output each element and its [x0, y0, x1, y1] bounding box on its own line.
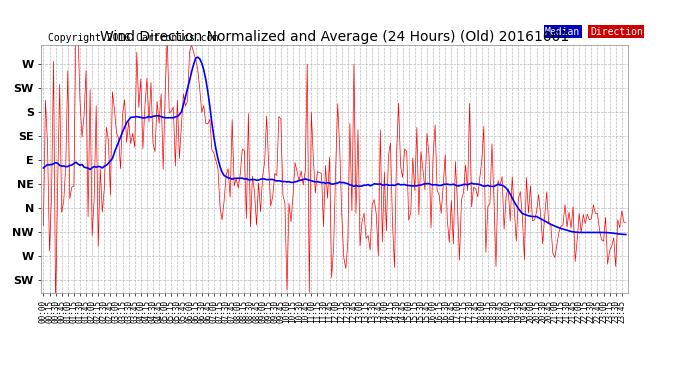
Text: Copyright 2016 Cartronics.com: Copyright 2016 Cartronics.com [48, 33, 219, 43]
Text: Direction: Direction [590, 27, 643, 37]
Text: Median: Median [545, 27, 580, 37]
Title: Wind Direction Normalized and Average (24 Hours) (Old) 20161001: Wind Direction Normalized and Average (2… [100, 30, 569, 44]
